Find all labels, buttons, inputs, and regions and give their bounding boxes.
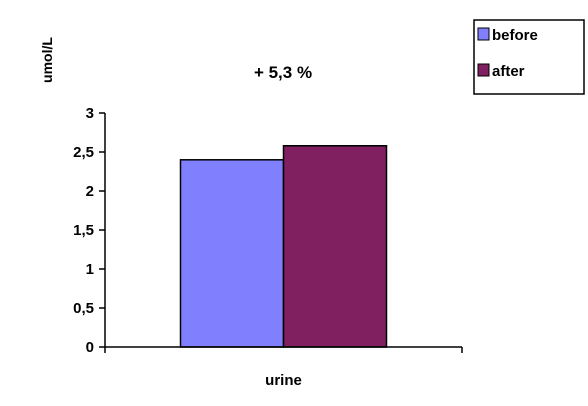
- bar-after: [282, 145, 388, 348]
- x-axis-labels: urine: [265, 372, 302, 389]
- y-tick-label: 0,5: [73, 300, 94, 317]
- y-tick-label: 1,5: [73, 222, 94, 239]
- x-category-label: urine: [265, 372, 302, 389]
- y-axis-ticks: 0 0,5 1 1,5 2 2,5 3: [73, 105, 105, 356]
- y-tick-label: 2: [86, 183, 94, 200]
- legend: before after: [473, 19, 585, 95]
- legend-swatch-after: [477, 63, 490, 77]
- y-tick-label: 2,5: [73, 144, 94, 161]
- y-axis-label: umol/L: [39, 37, 55, 83]
- legend-box: [473, 19, 585, 95]
- legend-label-before: before: [492, 27, 538, 44]
- bars: [179, 145, 388, 348]
- chart-annotation: + 5,3 %: [254, 63, 312, 82]
- bar-before: [179, 159, 285, 348]
- legend-label-after: after: [492, 63, 525, 80]
- y-tick-label: 0: [86, 339, 94, 356]
- legend-swatch-before: [477, 27, 490, 41]
- y-tick-label: 1: [86, 261, 94, 278]
- y-tick-label: 3: [86, 105, 94, 122]
